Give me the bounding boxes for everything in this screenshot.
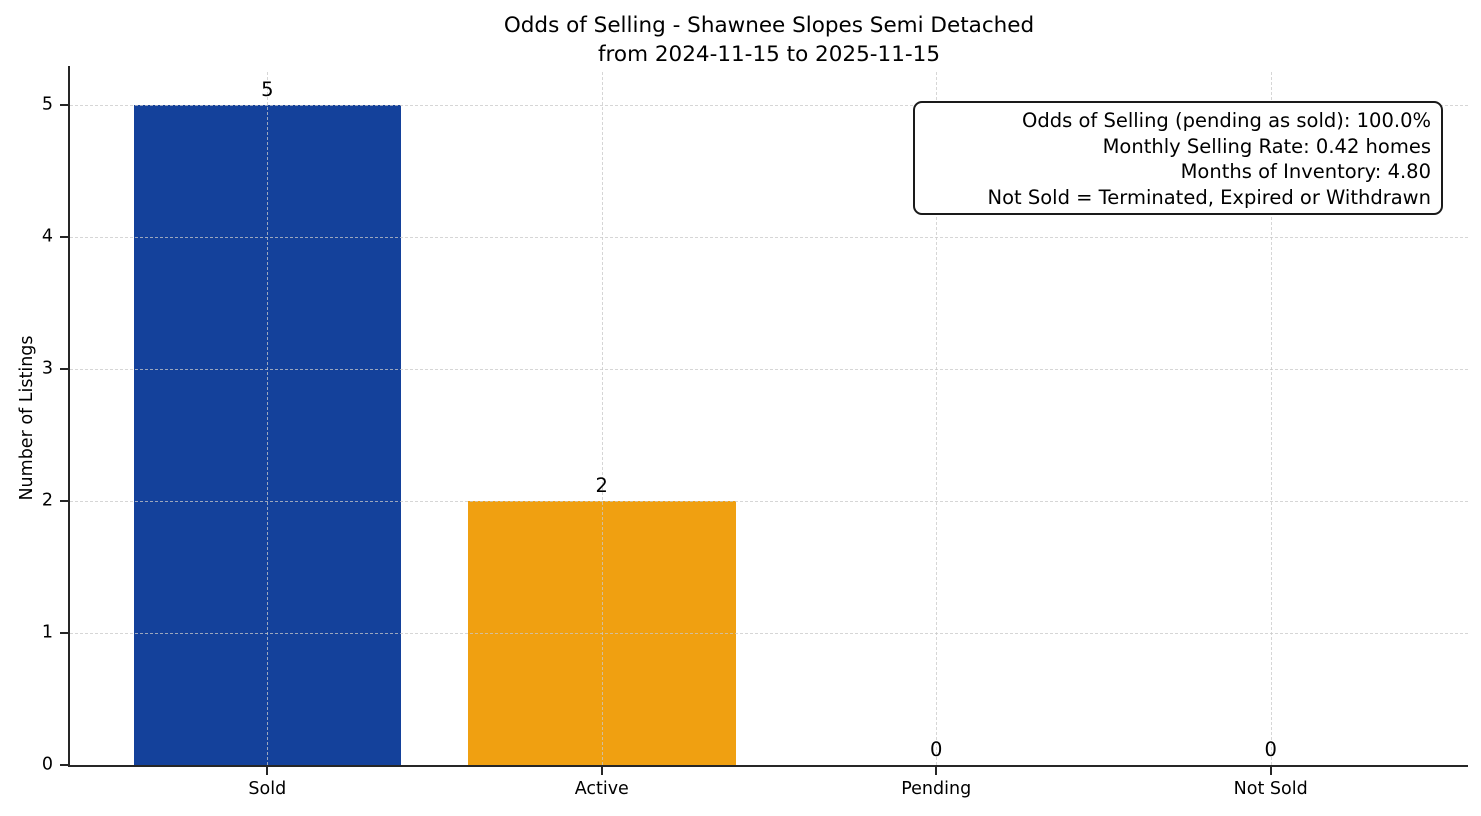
y-tick-label: 5 <box>41 94 53 115</box>
gridline-vertical <box>936 72 938 765</box>
x-tick-mark <box>935 767 938 775</box>
annotation-odds-of-selling: Odds of Selling (pending as sold): 100.0… <box>1021 109 1431 132</box>
y-axis-label: Number of Listings <box>17 335 37 501</box>
gridline-vertical <box>1270 72 1272 765</box>
chart-title-line2: from 2024-11-15 to 2025-11-15 <box>597 42 941 67</box>
bar-value-label-active: 2 <box>595 474 608 497</box>
y-tick-mark <box>60 500 68 502</box>
gridline-horizontal <box>70 369 1468 370</box>
annotation-not-sold-definition: Not Sold = Terminated, Expired or Withdr… <box>987 185 1431 209</box>
bar-sold <box>133 105 402 765</box>
x-tick-label-sold: Sold <box>248 779 287 799</box>
y-tick-label: 2 <box>41 490 53 511</box>
gridline-vertical <box>601 72 603 765</box>
chart-title-line1: Odds of Selling - Shawnee Slopes Semi De… <box>503 13 1035 38</box>
y-tick-label: 1 <box>41 622 53 643</box>
annotation-monthly-selling-rate: Monthly Selling Rate: 0.42 homes <box>1102 134 1431 158</box>
bar-value-label-sold: 5 <box>261 78 274 101</box>
y-tick-label: 4 <box>41 226 53 247</box>
gridline-horizontal <box>70 105 1468 106</box>
bar-value-label-not-sold: 0 <box>1264 738 1277 761</box>
x-tick-label-pending: Pending <box>901 779 972 799</box>
plot-area: 0 1 2 3 4 5 5 Sold 2 Active 0 Pending 0 Not Sold <box>42 66 1468 799</box>
gridline-horizontal <box>70 237 1468 238</box>
y-tick-label: 3 <box>41 358 53 379</box>
y-tick-mark <box>60 368 68 370</box>
x-tick-label-active: Active <box>574 779 629 799</box>
gridline-horizontal <box>70 633 1468 634</box>
y-tick-label: 0 <box>41 754 53 775</box>
x-tick-mark <box>266 767 269 775</box>
x-axis-spine <box>68 765 1468 767</box>
chart-title: Odds of Selling - Shawnee Slopes Semi De… <box>70 11 1468 69</box>
y-tick-mark <box>60 236 68 238</box>
y-axis-spine <box>68 66 70 765</box>
gridline-vertical <box>267 72 269 765</box>
annotation-months-of-inventory: Months of Inventory: 4.80 <box>1180 160 1431 183</box>
x-tick-mark <box>600 767 603 775</box>
x-tick-mark <box>1269 767 1272 775</box>
y-tick-mark <box>60 104 68 106</box>
y-tick-mark <box>60 764 68 766</box>
y-tick-mark <box>60 632 68 634</box>
bar-value-label-pending: 0 <box>930 738 943 761</box>
x-tick-label-not-sold: Not Sold <box>1233 779 1308 799</box>
gridline-horizontal <box>70 501 1468 502</box>
annotation-box: Odds of Selling (pending as sold): 100.0… <box>913 101 1443 215</box>
